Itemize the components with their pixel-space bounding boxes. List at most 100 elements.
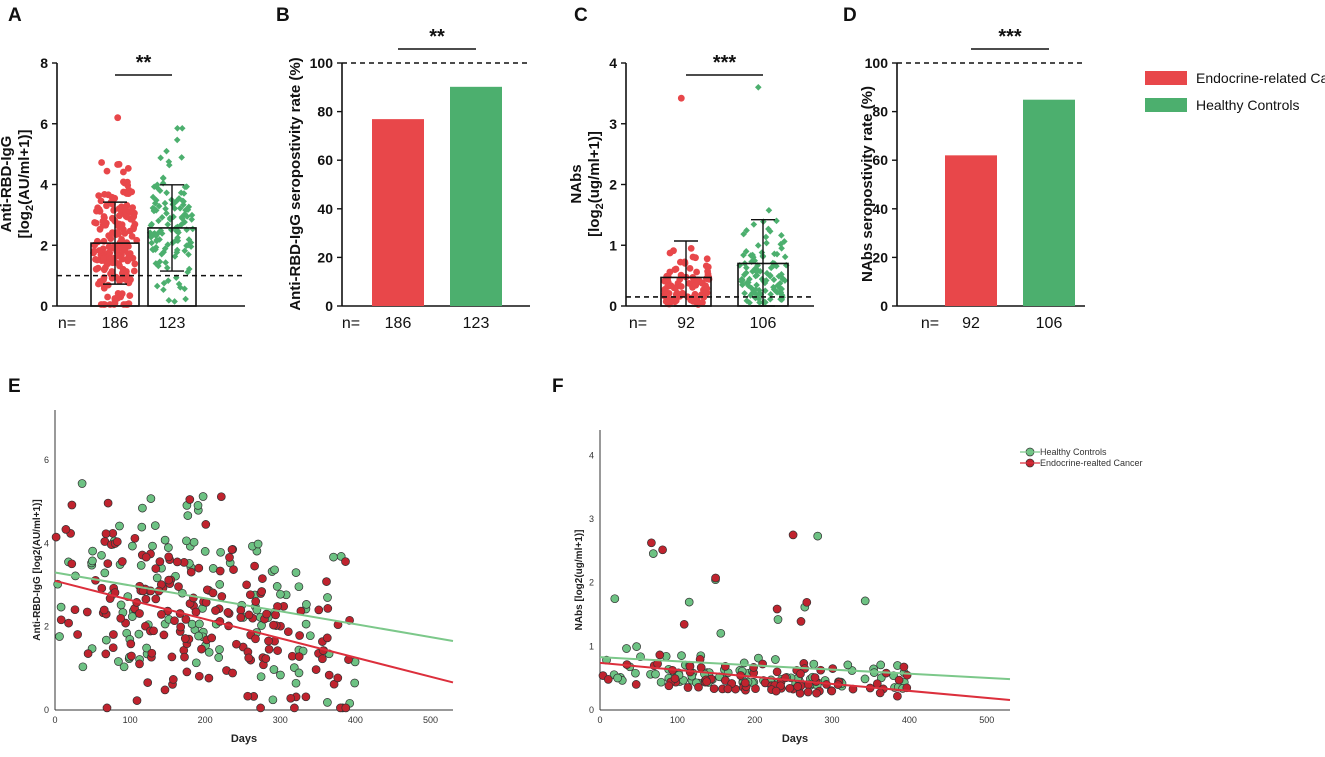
panel-a-point bbox=[176, 284, 184, 291]
panel-a-y-tick-label: 2 bbox=[40, 237, 48, 253]
panel-d-significance-label: *** bbox=[998, 26, 1022, 48]
panel-f-point-cancer bbox=[679, 619, 689, 629]
panel-a-point bbox=[133, 236, 141, 244]
panel-a-y-tick-label: 8 bbox=[40, 55, 48, 71]
panel-e-point-control bbox=[55, 632, 64, 641]
panel-a-point bbox=[157, 154, 164, 162]
panel-a-y-label-line2-sub: 2 bbox=[24, 205, 36, 211]
panel-a-point bbox=[158, 250, 166, 258]
panel-a-point bbox=[158, 214, 166, 221]
panel-a-point bbox=[105, 243, 113, 250]
panel-e-point-cancer bbox=[112, 537, 122, 547]
panel-a-point bbox=[181, 218, 188, 226]
panel-e-point-control bbox=[146, 494, 156, 503]
panel-f-point-cancer bbox=[793, 682, 803, 691]
panel-c-point bbox=[776, 285, 784, 292]
panel-f-x-tick-label: 300 bbox=[825, 715, 840, 725]
panel-e-point-cancer bbox=[164, 552, 174, 562]
panel-f-point-cancer bbox=[796, 669, 805, 679]
panel-a-n-value: 123 bbox=[159, 315, 186, 332]
panel-d-n-prefix: n= bbox=[921, 315, 939, 332]
panel-e-point-control bbox=[101, 635, 111, 645]
panel-f-point-cancer bbox=[696, 663, 706, 672]
panel-e-point-cancer bbox=[333, 673, 343, 683]
panel-f-point-control bbox=[613, 673, 622, 683]
panel-d-y-tick-label: 0 bbox=[880, 298, 888, 314]
panel-c-point bbox=[746, 275, 753, 283]
panel-e-point-control bbox=[294, 582, 304, 592]
panel-e-point-cancer bbox=[271, 610, 280, 620]
panel-a-point bbox=[130, 267, 138, 275]
panel-e-point-control bbox=[88, 556, 97, 566]
panel-b-n-value: 186 bbox=[385, 315, 412, 332]
panel-c-point bbox=[687, 245, 695, 252]
panel-e-point-cancer bbox=[301, 692, 311, 702]
panel-a-point bbox=[121, 275, 128, 283]
panel-e-point-control bbox=[56, 602, 66, 612]
panel-f-point-cancer bbox=[785, 683, 795, 693]
panel-a-point bbox=[127, 276, 134, 284]
panel-a-point bbox=[99, 217, 107, 225]
panel-a-point bbox=[115, 252, 122, 260]
panel-e-point-cancer bbox=[290, 703, 299, 713]
panel-e-point-cancer bbox=[51, 532, 61, 542]
panel-e-point-control bbox=[191, 658, 201, 668]
panel-e-point-control bbox=[200, 547, 210, 556]
panel-f-x-label: Days bbox=[782, 733, 808, 745]
panel-a-point bbox=[164, 221, 172, 228]
panel-e-point-cancer bbox=[227, 545, 237, 554]
panel-e-point-control bbox=[305, 631, 315, 641]
panel-e-point-cancer bbox=[208, 588, 218, 598]
panel-e-point-cancer bbox=[341, 703, 351, 713]
panel-b-n-prefix: n= bbox=[342, 315, 360, 332]
panel-a-point bbox=[162, 205, 169, 213]
panel-e-x-tick-label: 200 bbox=[198, 715, 213, 725]
panel-c-point bbox=[679, 289, 686, 297]
panel-c-point bbox=[779, 275, 787, 282]
panel-a-point bbox=[155, 262, 162, 270]
panel-e-point-control bbox=[189, 537, 199, 547]
panel-c-point bbox=[666, 249, 674, 257]
panel-c-dots bbox=[660, 84, 790, 308]
panel-e-point-cancer bbox=[216, 492, 226, 502]
panel-d-y-tick-label: 100 bbox=[865, 55, 889, 71]
panel-a-point bbox=[171, 205, 179, 212]
panel-a-point bbox=[117, 293, 125, 301]
panel-a-point bbox=[152, 244, 160, 251]
panel-f-point-cancer bbox=[702, 677, 712, 687]
panel-c-point bbox=[692, 281, 700, 289]
panel-e-point-control bbox=[88, 546, 97, 556]
panel-e-point-cancer bbox=[322, 633, 332, 643]
panel-e-point-cancer bbox=[127, 651, 136, 661]
panel-c-point bbox=[776, 279, 784, 287]
panel-a-point bbox=[126, 255, 133, 263]
panel-e-point-cancer bbox=[322, 577, 331, 586]
panel-e-point-control bbox=[276, 670, 285, 680]
panel-f-point-cancer bbox=[740, 678, 750, 688]
panel-c-point bbox=[753, 281, 760, 289]
panel-e-point-cancer bbox=[250, 561, 259, 571]
panel-e-point-cancer bbox=[185, 495, 195, 504]
panel-a-point bbox=[110, 206, 118, 214]
panel-f-point-cancer bbox=[655, 650, 665, 660]
panel-e-point-cancer bbox=[182, 667, 192, 677]
panel-e-point-cancer bbox=[207, 633, 217, 643]
panel-a-point bbox=[126, 250, 134, 257]
panel-a-y-label-line2-post: (AU/ml+1)] bbox=[16, 129, 33, 204]
panel-a-point bbox=[124, 165, 132, 172]
panel-a-y-tick-label: 4 bbox=[40, 177, 48, 193]
panel-a-point bbox=[131, 260, 139, 268]
panel-e-point-cancer bbox=[329, 679, 339, 689]
panel-c-point bbox=[752, 286, 760, 293]
panel-e-y-tick-label: 0 bbox=[44, 705, 49, 715]
panel-e-point-cancer bbox=[311, 665, 321, 674]
panel-f-point-control bbox=[716, 628, 726, 638]
panel-e-point-control bbox=[323, 698, 332, 707]
panel-e-point-control bbox=[138, 503, 147, 513]
panel-e-y-label: Anti-RBD-IgG [log2(AU/ml+1)] bbox=[32, 499, 43, 640]
panel-e-point-cancer bbox=[83, 649, 93, 658]
panel-e-point-control bbox=[291, 678, 301, 688]
panel-e-point-cancer bbox=[67, 500, 77, 510]
panel-a-point bbox=[156, 258, 164, 266]
panel-c-point bbox=[782, 261, 790, 269]
